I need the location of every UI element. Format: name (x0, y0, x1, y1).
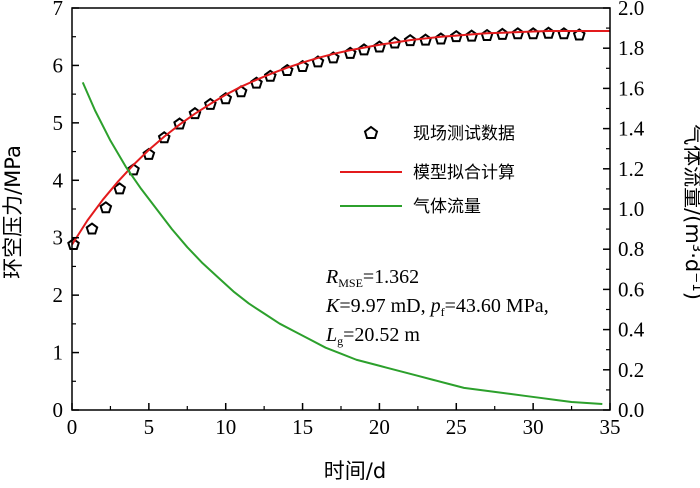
y2-tick-label: 1.4 (618, 117, 645, 141)
data-point (373, 40, 386, 53)
data-point (557, 27, 571, 40)
y2-tick-label: 1.0 (618, 197, 644, 221)
annotation-lg: Lg=20.52 m (325, 324, 420, 348)
y2-tick-label: 0.4 (618, 318, 645, 342)
y2-tick-label: 0.8 (618, 237, 644, 261)
y-tick-label: 3 (53, 226, 64, 250)
fit-annotation: RMSE=1.362 K=9.97 mD, pf=43.60 MPa, Lg=2… (325, 266, 549, 348)
x-tick-label: 15 (292, 415, 313, 439)
data-point (99, 201, 113, 214)
legend-marker-pentagon (363, 125, 379, 139)
data-point (403, 33, 417, 47)
data-point (67, 237, 80, 251)
x-axis-label: 时间/d (324, 459, 386, 483)
x-tick-label: 20 (369, 415, 390, 439)
y2-tick-label: 0.6 (618, 277, 644, 301)
data-point (511, 27, 525, 40)
legend: 现场测试数据 模型拟合计算 气体流量 (340, 124, 515, 217)
legend-label: 气体流量 (413, 197, 481, 217)
data-point (113, 182, 127, 195)
data-point (526, 27, 540, 40)
data-point (263, 69, 277, 82)
y-tick-label: 1 (53, 341, 64, 365)
y2-tick-label: 0.2 (618, 358, 644, 382)
legend-item-model-fit: 模型拟合计算 (340, 163, 515, 183)
data-point (480, 28, 494, 42)
x-tick-label: 10 (215, 415, 236, 439)
y-tick-label: 6 (53, 53, 64, 77)
data-point (357, 43, 371, 56)
annotation-params: K=9.97 mD, pf=43.60 MPa, (325, 295, 549, 319)
y2-tick-label: 1.6 (618, 76, 644, 100)
data-point (157, 131, 171, 144)
y2-tick-label: 0.0 (618, 398, 644, 422)
data-point (142, 147, 156, 160)
y2-tick-label: 1.2 (618, 157, 644, 181)
y-tick-label: 0 (53, 398, 64, 422)
y-tick-label: 2 (53, 283, 64, 307)
y2-tick-label: 1.8 (618, 36, 644, 60)
data-point (388, 36, 402, 49)
data-point (572, 28, 586, 41)
plot-frame (71, 7, 611, 411)
legend-label: 模型拟合计算 (413, 163, 515, 183)
model-fit-line (71, 29, 610, 246)
data-point (280, 63, 294, 77)
data-point (434, 32, 448, 45)
x-tick-label: 25 (446, 415, 467, 439)
data-point (495, 27, 509, 40)
x-tick-label: 30 (523, 415, 544, 439)
y-tick-label: 7 (53, 0, 64, 20)
legend-item-gas-flow: 气体流量 (340, 197, 481, 217)
data-point (85, 222, 99, 235)
annotation-rmse: RMSE=1.362 (325, 266, 419, 290)
x-tick-label: 35 (600, 415, 621, 439)
data-point (127, 163, 140, 176)
data-point (542, 26, 555, 39)
legend-item-field-data: 现场测试数据 (363, 124, 515, 144)
y-tick-label: 4 (53, 168, 64, 192)
y-tick-label: 5 (53, 111, 64, 135)
x-tick-label: 0 (67, 415, 78, 439)
gas-flow-line (81, 81, 603, 405)
y2-axis-label: 气体流量/(m³·d⁻¹) (681, 124, 700, 300)
y-axis-label: 环空压力/MPa (1, 145, 25, 279)
legend-label: 现场测试数据 (413, 124, 515, 144)
y2-tick-label: 2.0 (618, 0, 644, 20)
x-tick-label: 5 (144, 415, 155, 439)
